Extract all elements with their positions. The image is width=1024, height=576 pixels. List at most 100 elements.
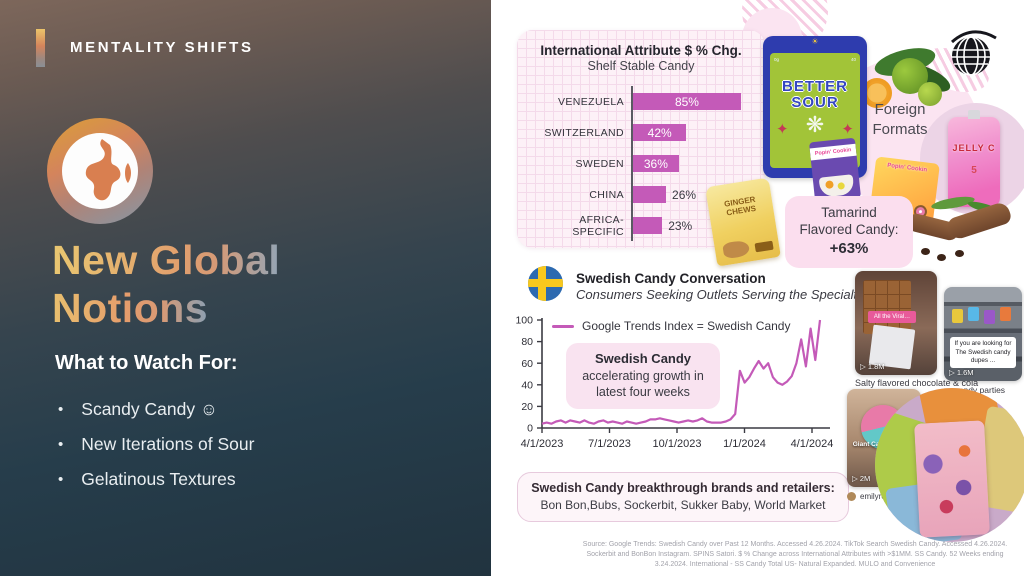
tamarind-value: +63% bbox=[829, 240, 869, 257]
candy-bag-icon bbox=[984, 310, 995, 324]
play-count: ▷ 2M bbox=[852, 474, 871, 483]
candy-star-icon: ✦ bbox=[841, 120, 854, 138]
source-note: Source: Google Trends: Swedish Candy ove… bbox=[582, 541, 1008, 568]
sun-icon: ☀ bbox=[811, 37, 819, 46]
better-sour-brand: BETTER SOUR bbox=[782, 78, 848, 111]
breakthrough-title: Swedish Candy breakthrough brands and re… bbox=[531, 480, 835, 495]
ginger-root-icon bbox=[722, 239, 751, 260]
candy-kit-logo: Popin' Cookin bbox=[886, 162, 928, 174]
left-panel: MENTALITY SHIFTS New Global Notions What… bbox=[0, 0, 491, 576]
bar-row: CHINA 26% bbox=[527, 179, 755, 210]
jelly-pouch: JELLY C 5 bbox=[948, 110, 1000, 207]
jelly-number: 5 bbox=[971, 165, 977, 176]
list-item: • Gelatinous Textures bbox=[58, 462, 254, 497]
bar-chart-card: International Attribute $ % Chg. Shelf S… bbox=[517, 30, 765, 248]
list-item: • New Iterations of Sour bbox=[58, 427, 254, 462]
foreign-formats-label: Foreign Formats bbox=[872, 101, 928, 139]
bar-track: 42% bbox=[631, 117, 755, 148]
bar-value-label: 23% bbox=[668, 218, 693, 233]
svg-text:4/1/2023: 4/1/2023 bbox=[521, 438, 564, 450]
ginger-chews-label: GINGER CHEWS bbox=[723, 194, 757, 218]
legend-line-swatch bbox=[552, 324, 574, 328]
svg-text:1/1/2024: 1/1/2024 bbox=[723, 438, 766, 450]
bullet-icon: • bbox=[58, 471, 64, 488]
page-title-line1: New Global bbox=[52, 237, 281, 283]
svg-text:4/1/2024: 4/1/2024 bbox=[791, 438, 834, 450]
bar: 42% bbox=[633, 124, 687, 141]
svg-text:20: 20 bbox=[521, 401, 533, 413]
bar: 36% bbox=[633, 155, 679, 172]
eyebrow-accent-bar bbox=[36, 29, 45, 67]
candy-star-icon: ✦ bbox=[776, 120, 789, 138]
trend-section-title: Swedish Candy Conversation bbox=[576, 271, 766, 286]
bar-value-label: 26% bbox=[672, 187, 697, 202]
jelly-label: JELLY C bbox=[952, 143, 996, 153]
breakthrough-brands: Bon Bon,Bubs, Sockerbit, Sukker Baby, Wo… bbox=[540, 498, 826, 513]
ginger-tag bbox=[754, 240, 774, 253]
tamarind-seed bbox=[937, 254, 946, 261]
watch-heading: What to Watch For: bbox=[55, 352, 238, 374]
play-count: ▷ 1.6M bbox=[949, 368, 974, 377]
candy-burst-icon: ❋ bbox=[805, 112, 825, 138]
trend-callout: Swedish Candy accelerating growth in lat… bbox=[566, 343, 720, 409]
bar-category-label: AFRICA- SPECIFIC bbox=[572, 213, 624, 238]
bar-track: 23% bbox=[631, 210, 755, 241]
tiktok-video-card: All the Viral… ▷ 1.8M bbox=[855, 271, 937, 375]
bar-row: AFRICA- SPECIFIC 23% bbox=[527, 210, 755, 241]
video-overlay-chip: All the Viral… bbox=[868, 311, 916, 323]
bar: 85% bbox=[633, 93, 741, 110]
breakthrough-callout: Swedish Candy breakthrough brands and re… bbox=[517, 472, 849, 522]
bar-value-label: 42% bbox=[647, 125, 672, 140]
candy-kit-box-image: Popin' Cookin bbox=[808, 137, 862, 203]
svg-text:10/1/2023: 10/1/2023 bbox=[653, 438, 702, 450]
bar-row: SWITZERLAND 42% bbox=[527, 117, 755, 148]
svg-text:40: 40 bbox=[521, 379, 533, 391]
candy-bag-pink bbox=[914, 420, 990, 538]
bar-chart-title: International Attribute $ % Chg. bbox=[540, 43, 742, 58]
bar-row: SWEDEN 36% bbox=[527, 148, 755, 179]
bullet-icon: • bbox=[58, 436, 64, 453]
sweden-flag-icon bbox=[528, 266, 563, 301]
trend-section-subtitle: Consumers Seeking Outlets Serving the Sp… bbox=[576, 287, 864, 302]
bar-track: 85% bbox=[631, 86, 755, 117]
bar: 23% bbox=[633, 217, 692, 234]
candy-bag-icon bbox=[952, 309, 963, 323]
page-title: New Global Notions bbox=[52, 236, 280, 333]
bar: 26% bbox=[633, 186, 696, 203]
tamarind-pods-image bbox=[903, 194, 1023, 266]
svg-text:0: 0 bbox=[527, 423, 533, 435]
svg-text:80: 80 bbox=[521, 336, 533, 348]
watch-list: • Scandy Candy ☺ • New Iterations of Sour … bbox=[58, 392, 254, 497]
tiktok-video-card: If you are looking for The Swedish candy… bbox=[944, 287, 1022, 381]
bar-category-label: SWITZERLAND bbox=[544, 126, 624, 139]
bullet-text: Gelatinous Textures bbox=[81, 469, 236, 489]
play-count: ▷ 1.8M bbox=[860, 362, 885, 371]
bar-chart-subtitle: Shelf Stable Candy bbox=[587, 59, 695, 73]
bar-category-label: SWEDEN bbox=[575, 157, 624, 170]
candy-bags-collage-image bbox=[875, 388, 1024, 542]
line-chart: 0 20 40 60 80 100 4/1/2023 7/1/2023 10/1/2023 1/1… bbox=[515, 315, 834, 450]
page-title-line2: Notions bbox=[52, 285, 209, 332]
bar-row: VENEZUELA 85% bbox=[527, 86, 755, 117]
avatar bbox=[847, 492, 856, 501]
svg-text:60: 60 bbox=[521, 358, 533, 370]
line-chart-legend: Google Trends Index = Swedish Candy bbox=[552, 319, 790, 333]
bar-track: 26% bbox=[631, 179, 755, 210]
bullet-icon: • bbox=[58, 401, 64, 418]
pouch-spout bbox=[968, 110, 980, 119]
svg-text:7/1/2023: 7/1/2023 bbox=[588, 438, 631, 450]
ginger-chews-bag-image: GINGER CHEWS bbox=[705, 177, 781, 267]
candy-bag-icon bbox=[968, 307, 979, 321]
jelly-pouch-image: JELLY C 5 bbox=[920, 103, 1024, 215]
globe-badge-icon bbox=[47, 118, 153, 224]
sketch-globe-icon bbox=[950, 30, 997, 76]
bullet-text: Scandy Candy ☺ bbox=[81, 399, 218, 419]
citrus-image bbox=[846, 42, 956, 130]
video-overlay-caption: If you are looking for The Swedish candy… bbox=[950, 337, 1016, 368]
candy-bag-icon bbox=[1000, 307, 1011, 321]
bar-category-label: VENEZUELA bbox=[557, 95, 624, 108]
bar-category-label: CHINA bbox=[589, 188, 624, 201]
bullet-text: New Iterations of Sour bbox=[81, 434, 255, 454]
legend-label: Google Trends Index = Swedish Candy bbox=[582, 319, 791, 333]
